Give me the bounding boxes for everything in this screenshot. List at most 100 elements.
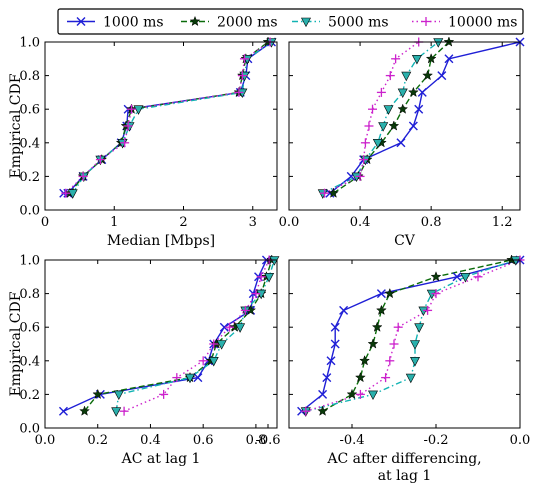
legend-label: 2000 ms xyxy=(217,15,278,31)
data-point-s4-7 xyxy=(376,87,386,97)
chart-panel-2: 0.0 0.4 0.8 1.2 CV xyxy=(279,36,525,249)
data-point-s4-7 xyxy=(423,305,433,315)
legend-marker xyxy=(421,17,431,26)
chart-panel-3: 0.0 0.2 0.4 0.6 0.8 0.0 0.2 0.4 0.6 0.8 1.0 AC at l… xyxy=(8,254,280,467)
data-point-s4-3 xyxy=(359,155,369,165)
data-point-s4-8 xyxy=(251,289,261,299)
data-point-s3-2 xyxy=(368,390,378,401)
data-point-s1-9 xyxy=(444,54,454,64)
legend-label: 5000 ms xyxy=(328,15,389,31)
x-axis-label: Median [Mbps] xyxy=(107,233,215,249)
y-tick-label: 1.0 xyxy=(19,254,40,269)
data-point-s3-6 xyxy=(133,105,144,115)
data-point-s4-2 xyxy=(159,389,169,399)
data-point-s2-1 xyxy=(327,187,339,198)
data-point-s2-4 xyxy=(359,355,371,366)
data-point-s4-7 xyxy=(234,87,244,97)
data-point-s4-8 xyxy=(385,71,395,81)
plot-frame xyxy=(44,41,278,211)
legend-entry-2: 2000 ms xyxy=(181,15,278,31)
series-line-1 xyxy=(301,260,520,412)
x-tick-label: 0 xyxy=(41,215,49,230)
data-point-s3-2 xyxy=(113,390,124,401)
data-point-s2-6 xyxy=(371,321,383,332)
legend: 1000 ms 2000 ms 5000 ms 10000 ms xyxy=(57,8,524,35)
data-point-s4-3 xyxy=(381,373,391,383)
data-point-s3-3 xyxy=(405,373,416,384)
data-point-s2-9 xyxy=(425,53,437,64)
data-point-s3-4 xyxy=(372,139,383,149)
data-point-s4-8 xyxy=(431,289,441,299)
data-point-s1-9 xyxy=(452,272,462,282)
data-point-s2-8 xyxy=(384,287,396,299)
series-line-1 xyxy=(63,260,268,412)
data-point-s4-5 xyxy=(209,339,219,349)
series-line-3 xyxy=(115,260,276,412)
legend-marker xyxy=(301,17,311,28)
data-point-s1-6 xyxy=(219,322,229,332)
data-point-s4-1 xyxy=(301,406,311,416)
series-line-4 xyxy=(123,260,270,412)
data-point-s4-4 xyxy=(198,356,208,366)
legend-label: 10000 ms xyxy=(448,15,517,31)
data-point-s4-4 xyxy=(360,138,370,148)
x-tick-label: 0.6 xyxy=(193,433,214,448)
data-point-s1-8 xyxy=(376,289,386,299)
legend-marker xyxy=(76,17,86,26)
y-tick-label: 0.6 xyxy=(19,321,40,336)
x-tick-label: 3 xyxy=(249,215,257,230)
series-line-2 xyxy=(69,42,269,194)
x-tick-label: -0.2 xyxy=(423,433,448,448)
data-point-s4-2 xyxy=(355,389,365,399)
y-tick-label: 0.6 xyxy=(19,103,40,118)
x-tick-label: 0.0 xyxy=(279,215,300,230)
data-point-s4-2 xyxy=(355,171,365,181)
data-point-s3-10 xyxy=(510,256,521,266)
data-point-s4-5 xyxy=(123,121,133,131)
y-tick-label: 0.8 xyxy=(19,287,40,302)
y-tick-label: 0.0 xyxy=(19,422,40,437)
series-line-3 xyxy=(72,42,272,194)
series-line-4 xyxy=(324,42,420,194)
y-axis-label: Empirical CDF xyxy=(8,291,24,396)
data-point-s1-6 xyxy=(330,322,340,332)
x-tick-label: 0.0 xyxy=(510,433,531,448)
data-point-s1-5 xyxy=(330,339,340,349)
series-line-2 xyxy=(333,42,450,194)
data-point-s4-1 xyxy=(61,188,71,198)
data-point-s4-4 xyxy=(385,356,395,366)
data-point-s3-9 xyxy=(264,272,275,283)
data-point-s3-4 xyxy=(208,356,219,367)
legend-marker xyxy=(189,15,201,27)
series-line-3 xyxy=(322,42,439,194)
data-point-s1-3 xyxy=(322,373,332,383)
data-point-s4-6 xyxy=(225,322,235,332)
data-point-s3-2 xyxy=(351,172,362,183)
data-point-s3-9 xyxy=(411,54,422,65)
data-point-s3-5 xyxy=(378,122,389,132)
data-point-s2-1 xyxy=(317,405,329,416)
x-axis-label: CV xyxy=(394,233,416,249)
data-point-s1-7 xyxy=(417,87,427,97)
plot-frame xyxy=(288,41,521,211)
series-line-4 xyxy=(305,260,520,412)
data-point-s4-6 xyxy=(368,104,378,114)
x-tick-label: 2 xyxy=(179,215,187,230)
data-point-s4-1 xyxy=(119,406,129,416)
data-point-s2-2 xyxy=(92,388,104,400)
data-point-s4-6 xyxy=(127,104,137,114)
data-point-s3-10 xyxy=(266,38,277,48)
data-point-s2-9 xyxy=(430,271,442,282)
data-point-s4-3 xyxy=(95,155,105,165)
y-tick-label: 0.4 xyxy=(19,136,40,151)
y-tick-label: 0.2 xyxy=(19,388,40,403)
data-point-s1-5 xyxy=(408,121,418,131)
data-point-s3-6 xyxy=(383,105,394,115)
data-point-s3-7 xyxy=(237,88,248,99)
x-axis-label: AC after differencing, xyxy=(326,451,481,467)
series-line-2 xyxy=(83,260,273,412)
series-line-3 xyxy=(305,260,517,412)
data-point-s3-8 xyxy=(256,289,267,300)
y-tick-label: 1.0 xyxy=(19,36,40,51)
data-point-s2-7 xyxy=(407,86,419,98)
